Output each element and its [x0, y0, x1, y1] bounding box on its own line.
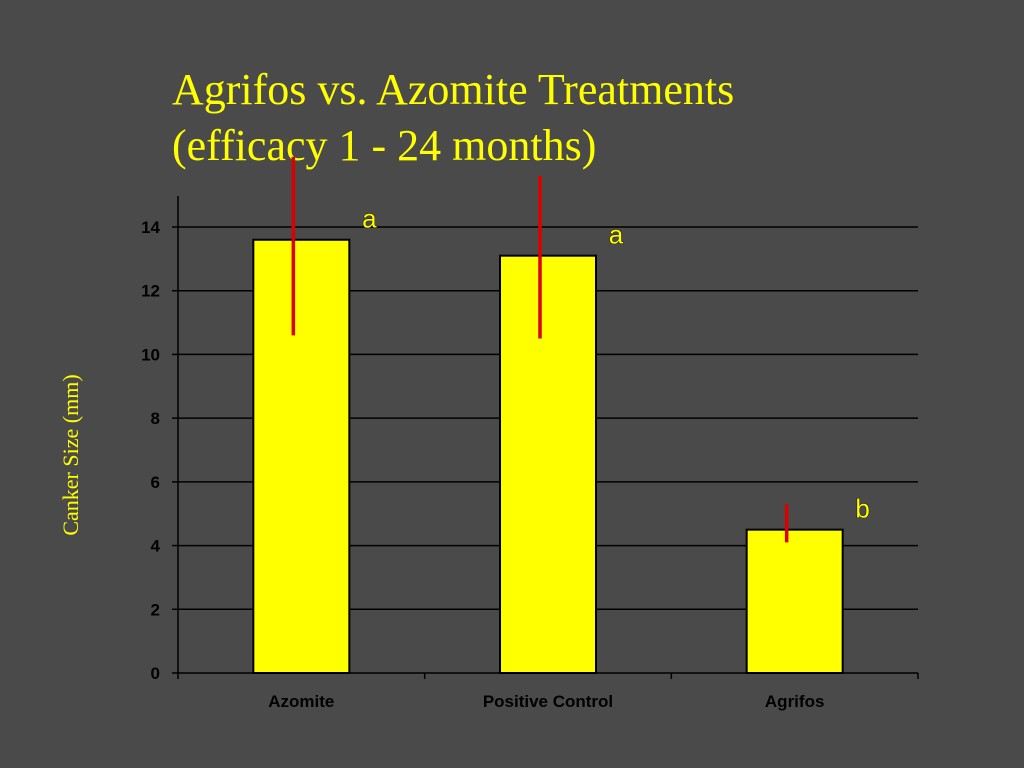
x-category-label: Azomite — [268, 692, 334, 711]
y-axis-label: Canker Size (mm) — [58, 374, 83, 535]
significance-label: a — [609, 220, 624, 250]
x-axis: Azomite Positive Control Agrifos — [177, 672, 919, 711]
y-tick-label: 12 — [141, 282, 160, 301]
significance-label: b — [855, 494, 869, 524]
y-axis: 0 2 4 6 8 10 12 14 — [141, 196, 179, 683]
slide-title-line-2: (efficacy 1 - 24 months) — [172, 121, 597, 170]
y-tick-label: 4 — [151, 537, 161, 556]
bar-agrifos — [745, 528, 844, 675]
bar-positive-control — [499, 254, 597, 675]
y-tick-label: 2 — [151, 600, 160, 619]
significance-labels: a a b — [362, 203, 871, 524]
y-tick-label: 14 — [141, 218, 160, 237]
y-tick-label: 6 — [151, 473, 160, 492]
bars — [252, 238, 844, 675]
significance-label: a — [362, 204, 377, 234]
slide-title-line-1: Agrifos vs. Azomite Treatments — [172, 65, 735, 114]
x-category-label: Agrifos — [765, 692, 825, 711]
y-tick-label: 0 — [151, 664, 160, 683]
error-bars — [291, 156, 789, 543]
bar-azomite — [252, 238, 351, 674]
y-tick-label: 8 — [151, 409, 160, 428]
x-category-label: Positive Control — [483, 692, 613, 711]
slide-title: Agrifos vs. Azomite Treatments (efficacy… — [172, 62, 734, 174]
y-tick-label: 10 — [141, 345, 160, 364]
